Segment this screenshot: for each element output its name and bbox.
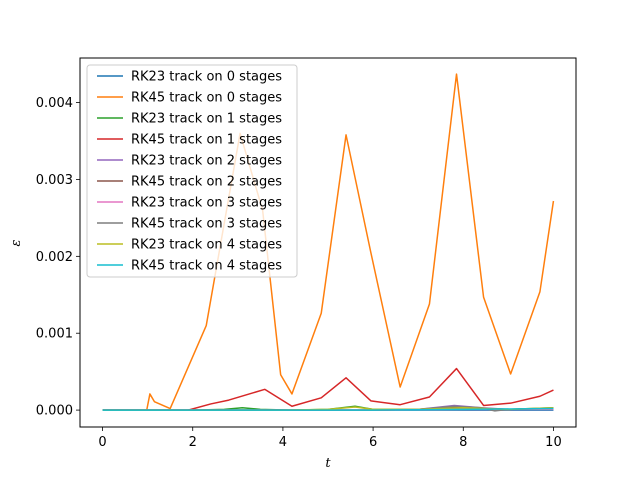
x-tick-label: 6: [369, 435, 377, 450]
legend-label-3: RK45 track on 1 stages: [131, 133, 282, 148]
y-tick-label: 0.002: [36, 250, 73, 265]
legend-label-8: RK23 track on 4 stages: [131, 238, 282, 253]
legend-label-0: RK23 track on 0 stages: [131, 70, 282, 85]
y-tick-label: 0.004: [36, 96, 73, 111]
legend-frame: [86, 64, 298, 278]
legend-label-9: RK45 track on 4 stages: [131, 259, 282, 274]
legend-label-5: RK45 track on 2 stages: [131, 175, 282, 190]
series-line-9: [102, 407, 554, 411]
plot-frame: [79, 57, 577, 428]
legend-label-1: RK45 track on 0 stages: [131, 91, 282, 106]
y-tick-label: 0.001: [36, 327, 73, 342]
y-tick-label: 0.000: [36, 404, 73, 419]
x-tick-label: 8: [459, 435, 467, 450]
legend-label-7: RK45 track on 3 stages: [131, 217, 282, 232]
x-axis: 0 2 4 6 8 10: [98, 427, 562, 450]
series-layer: [102, 73, 555, 412]
series-line-3: [102, 367, 554, 411]
x-tick-label: 0: [98, 435, 106, 450]
x-tick-label: 4: [279, 435, 287, 450]
x-axis-label: t: [325, 456, 331, 471]
legend-label-6: RK23 track on 3 stages: [131, 196, 282, 211]
y-tick-label: 0.003: [36, 173, 73, 188]
legend: RK23 track on 0 stages RK45 track on 0 st…: [86, 64, 298, 278]
legend-label-2: RK23 track on 1 stages: [131, 112, 282, 127]
x-tick-label: 2: [189, 435, 197, 450]
legend-label-4: RK23 track on 2 stages: [131, 154, 282, 169]
y-axis: 0.000 0.001 0.002 0.003 0.004: [36, 96, 80, 419]
y-axis-label: ε: [9, 239, 24, 246]
series-line-1: [102, 73, 555, 411]
x-tick-label: 10: [545, 435, 562, 450]
